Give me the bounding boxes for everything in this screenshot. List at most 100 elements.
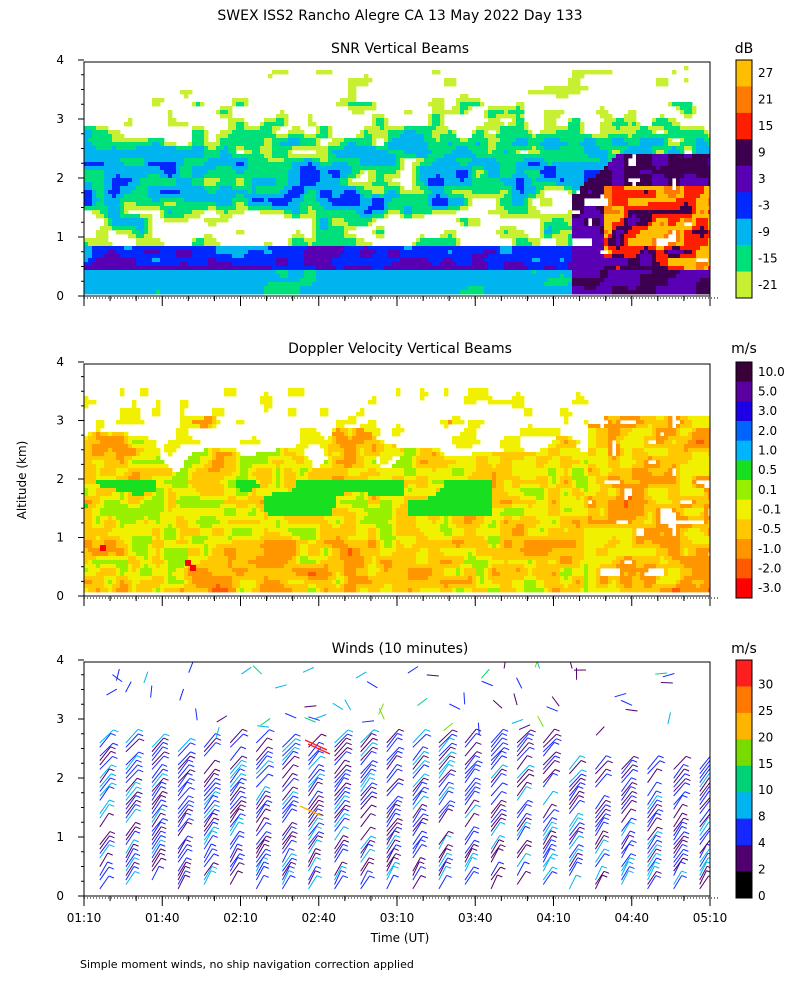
snr-cell <box>348 106 353 111</box>
snr-cell <box>484 246 489 251</box>
snr-cell <box>244 266 249 271</box>
snr-cell <box>336 166 341 171</box>
snr-cell <box>556 86 561 91</box>
snr-cell <box>440 126 445 131</box>
snr-cell <box>332 138 337 143</box>
snr-cell <box>360 270 365 275</box>
snr-cell <box>88 190 93 195</box>
snr-cell <box>148 270 153 275</box>
snr-cell <box>472 150 477 155</box>
snr-cell <box>348 218 353 223</box>
snr-cell <box>580 86 585 91</box>
snr-cell <box>96 262 101 267</box>
snr-cell <box>568 162 573 167</box>
snr-cell <box>412 166 417 171</box>
snr-cell <box>192 150 197 155</box>
snr-cell <box>316 222 321 227</box>
snr-cell <box>440 130 445 135</box>
snr-cell <box>444 178 449 183</box>
snr-cell <box>104 206 109 211</box>
snr-cell <box>88 162 93 167</box>
snr-cell <box>308 114 313 119</box>
snr-cell <box>264 118 269 123</box>
snr-cell <box>532 162 537 167</box>
snr-cell <box>444 182 449 187</box>
snr-cell <box>596 262 601 267</box>
snr-cell <box>592 274 597 279</box>
snr-cell <box>440 274 445 279</box>
snr-cell <box>580 154 585 159</box>
snr-cell <box>300 142 305 147</box>
snr-cell <box>360 158 365 163</box>
snr-cell <box>340 254 345 259</box>
snr-cell <box>352 166 357 171</box>
snr-cell <box>228 246 233 251</box>
snr-cell <box>232 286 237 291</box>
snr-cell <box>148 266 153 271</box>
snr-cell <box>268 246 273 251</box>
snr-cell <box>496 194 501 199</box>
snr-cell <box>180 282 185 287</box>
snr-cell <box>224 274 229 279</box>
snr-cell <box>436 290 441 295</box>
snr-cell <box>464 98 469 103</box>
snr-cell <box>356 102 361 107</box>
snr-cell <box>480 182 485 187</box>
snr-cell <box>108 170 113 175</box>
snr-cell <box>108 130 113 135</box>
snr-cell <box>184 258 189 263</box>
snr-cell <box>232 178 237 183</box>
snr-cell <box>84 178 89 183</box>
snr-cell <box>304 170 309 175</box>
snr-cell <box>320 178 325 183</box>
snr-cell <box>552 114 557 119</box>
snr-cell <box>140 266 145 271</box>
snr-cell <box>212 222 217 227</box>
snr-cell <box>112 278 117 283</box>
snr-cell <box>176 262 181 267</box>
snr-cell <box>248 266 253 271</box>
snr-cell <box>408 130 413 135</box>
snr-cell <box>140 154 145 159</box>
snr-cell <box>328 282 333 287</box>
snr-cell <box>320 226 325 231</box>
snr-cell <box>544 118 549 123</box>
snr-cell <box>204 138 209 143</box>
snr-cell <box>428 282 433 287</box>
snr-cell <box>544 114 549 119</box>
snr-cell <box>336 102 341 107</box>
snr-cell <box>268 150 273 155</box>
snr-cell <box>328 202 333 207</box>
snr-cell <box>472 162 477 167</box>
snr-cell <box>476 278 481 283</box>
snr-cell <box>572 158 577 163</box>
snr-cell <box>276 134 281 139</box>
snr-cell <box>504 158 509 163</box>
snr-cell <box>368 106 373 111</box>
snr-cell <box>84 278 89 283</box>
snr-cell <box>252 198 257 203</box>
snr-cell <box>284 134 289 139</box>
snr-cell <box>188 90 193 95</box>
snr-cell <box>580 174 585 179</box>
snr-cell <box>128 202 133 207</box>
snr-cell <box>588 146 593 151</box>
snr-cell <box>552 150 557 155</box>
snr-cell <box>96 190 101 195</box>
snr-cell <box>364 162 369 167</box>
snr-cell <box>260 290 265 295</box>
snr-cell <box>600 206 605 211</box>
snr-cell <box>132 162 137 167</box>
snr-cell <box>400 214 405 219</box>
snr-cell <box>284 254 289 259</box>
snr-cell <box>280 178 285 183</box>
snr-cell <box>436 210 441 215</box>
snr-cell <box>524 214 529 219</box>
snr-cell <box>232 142 237 147</box>
snr-cell <box>304 182 309 187</box>
snr-cell <box>144 174 149 179</box>
snr-cell <box>372 258 377 263</box>
snr-cell <box>484 138 489 143</box>
snr-cell <box>260 266 265 271</box>
snr-cell <box>464 290 469 295</box>
